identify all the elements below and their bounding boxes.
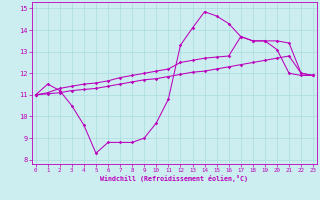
X-axis label: Windchill (Refroidissement éolien,°C): Windchill (Refroidissement éolien,°C) [100, 175, 248, 182]
